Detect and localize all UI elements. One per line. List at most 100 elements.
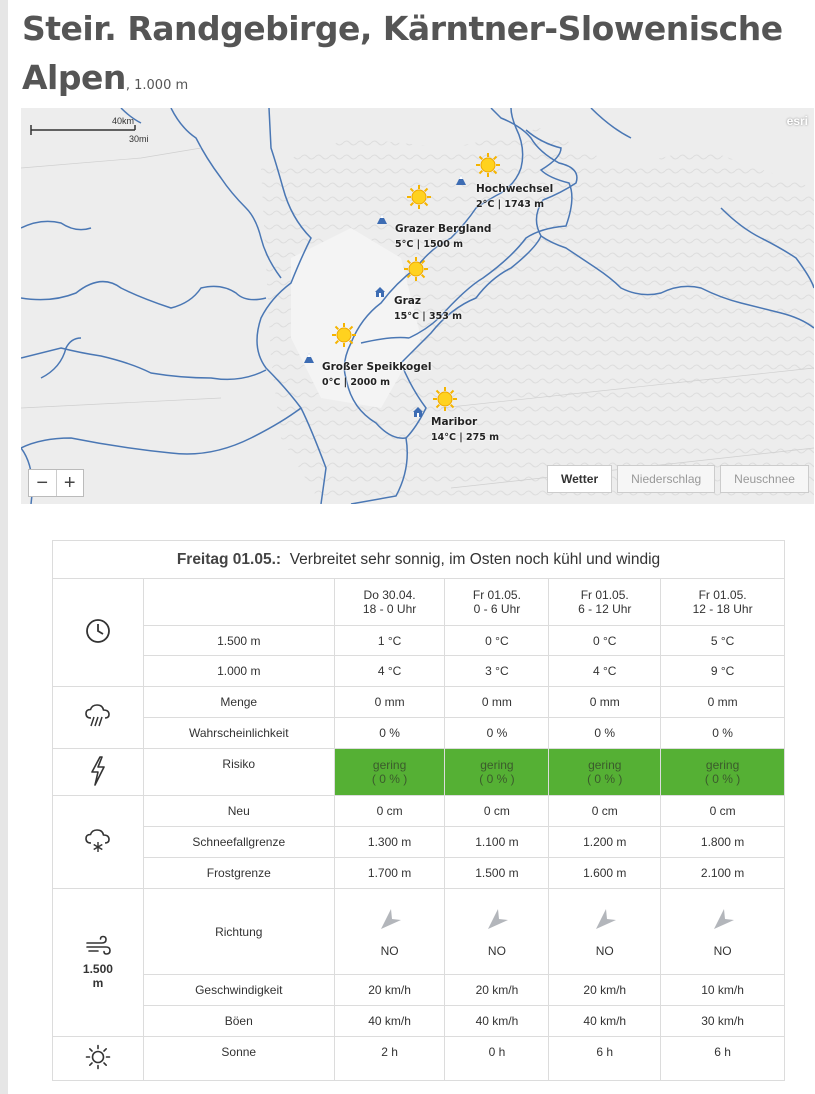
value-cell: 1.800 m bbox=[660, 826, 785, 858]
table-row: Geschwindigkeit 20 km/h 20 km/h 20 km/h … bbox=[53, 974, 785, 1006]
row-label: Richtung bbox=[142, 888, 335, 975]
page-title: Steir. Randgebirge, Kärntner-Slowenische… bbox=[22, 8, 812, 107]
sunshine-section bbox=[52, 1036, 144, 1081]
location-label[interactable]: Hochwechsel 2°C | 1743 m bbox=[476, 181, 553, 213]
table-row: 1.000 m 4 °C 3 °C 4 °C 9 °C bbox=[53, 655, 785, 687]
value-cell: 9 °C bbox=[660, 655, 785, 687]
value-cell: 1.700 m bbox=[333, 857, 446, 889]
row-label: Sonne bbox=[142, 1036, 335, 1081]
location-name: Maribor bbox=[431, 416, 478, 428]
forecast-summary: Freitag 01.05.: Verbreitet sehr sonnig, … bbox=[52, 540, 785, 579]
city-marker-icon[interactable] bbox=[412, 406, 424, 418]
row-label: Menge bbox=[142, 686, 335, 718]
table-row: Schneefallgrenze 1.300 m 1.100 m 1.200 m… bbox=[53, 826, 785, 858]
value-cell: 1.500 m bbox=[444, 857, 550, 889]
region-title: Steir. Randgebirge, Kärntner-Slowenische… bbox=[22, 9, 783, 97]
value-cell: 0 cm bbox=[444, 795, 550, 827]
forecast-table: Freitag 01.05.: Verbreitet sehr sonnig, … bbox=[52, 540, 785, 1081]
zoom-out-button[interactable]: − bbox=[29, 470, 57, 496]
value-cell: 1.600 m bbox=[548, 857, 662, 889]
value-cell: 0 cm bbox=[333, 795, 446, 827]
thunder-section bbox=[52, 748, 144, 796]
sun-weather-icon[interactable] bbox=[403, 256, 429, 282]
wind-icon bbox=[86, 935, 111, 955]
sun-weather-icon[interactable] bbox=[475, 152, 501, 178]
value-cell: 6 h bbox=[548, 1036, 662, 1081]
wind-direction-arrow-icon bbox=[713, 908, 734, 929]
value-cell: 40 km/h bbox=[333, 1005, 446, 1037]
wind-direction: NO bbox=[713, 943, 732, 958]
mountain-marker-icon[interactable] bbox=[455, 174, 467, 186]
risk-percent: ( 0 % ) bbox=[704, 772, 741, 786]
snow-cloud-icon bbox=[85, 828, 110, 852]
value-cell: 0 cm bbox=[548, 795, 662, 827]
precipitation-section bbox=[52, 686, 144, 749]
row-label: Geschwindigkeit bbox=[142, 974, 335, 1006]
wind-direction-arrow-icon bbox=[380, 908, 401, 929]
wind-direction-arrow-icon bbox=[487, 908, 508, 929]
value-cell: 10 km/h bbox=[660, 974, 785, 1006]
risk-level: gering bbox=[372, 758, 407, 772]
region-elevation: , 1.000 m bbox=[125, 78, 189, 93]
value-cell: 5 °C bbox=[660, 625, 785, 656]
table-row: Wahrscheinlichkeit 0 % 0 % 0 % 0 % bbox=[53, 717, 785, 749]
forecast-summary-text: Verbreitet sehr sonnig, im Osten noch kü… bbox=[289, 550, 661, 568]
tab-neuschnee[interactable]: Neuschnee bbox=[720, 465, 809, 493]
location-label[interactable]: Graz 15°C | 353 m bbox=[394, 293, 462, 325]
row-label: Wahrscheinlichkeit bbox=[142, 717, 335, 749]
location-name: Graz bbox=[394, 295, 421, 307]
column-time: 6 - 12 Uhr bbox=[578, 602, 632, 616]
value-cell: 3 °C bbox=[444, 655, 550, 687]
value-cell: 1 °C bbox=[333, 625, 446, 656]
wind-direction: NO bbox=[487, 943, 506, 958]
row-label: Schneefallgrenze bbox=[142, 826, 335, 858]
value-cell: 0 mm bbox=[444, 686, 550, 718]
value-cell: 0 % bbox=[444, 717, 550, 749]
column-time: 0 - 6 Uhr bbox=[473, 602, 521, 616]
value-cell: 20 km/h bbox=[444, 974, 550, 1006]
location-label[interactable]: Maribor 14°C | 275 m bbox=[431, 414, 499, 446]
column-header: Do 30.04. 18 - 0 Uhr bbox=[333, 578, 446, 626]
row-label: Frostgrenze bbox=[142, 857, 335, 889]
wind-level-unit: m bbox=[92, 976, 104, 990]
location-label[interactable]: Grazer Bergland 5°C | 1500 m bbox=[395, 221, 491, 253]
mountain-marker-icon[interactable] bbox=[303, 352, 315, 364]
row-label: Risiko bbox=[142, 748, 335, 796]
value-cell: 1.100 m bbox=[444, 826, 550, 858]
sun-weather-icon[interactable] bbox=[432, 386, 458, 412]
zoom-in-button[interactable]: + bbox=[63, 471, 76, 494]
location-info: 5°C | 1500 m bbox=[395, 239, 464, 250]
weather-map[interactable]: 40km 30mi esri Hochwechsel 2°C | 1743 m … bbox=[21, 108, 814, 504]
value-cell: 1.300 m bbox=[333, 826, 446, 858]
sun-weather-icon[interactable] bbox=[406, 184, 432, 210]
location-info: 0°C | 2000 m bbox=[322, 377, 391, 388]
city-marker-icon[interactable] bbox=[374, 286, 386, 298]
forecast-day: Freitag 01.05.: bbox=[176, 550, 282, 568]
mountain-marker-icon[interactable] bbox=[376, 213, 388, 225]
value-cell: 2.100 m bbox=[660, 857, 785, 889]
column-date: Do 30.04. bbox=[363, 588, 416, 602]
tab-wetter[interactable]: Wetter bbox=[547, 465, 613, 493]
location-name: Grazer Bergland bbox=[395, 223, 492, 235]
value-cell: 2 h bbox=[333, 1036, 446, 1081]
location-info: 15°C | 353 m bbox=[394, 311, 463, 322]
row-label: Neu bbox=[142, 795, 335, 827]
risk-level: gering bbox=[588, 758, 622, 772]
value-cell: 40 km/h bbox=[548, 1005, 662, 1037]
clock-icon bbox=[86, 619, 110, 643]
value-cell: 1.200 m bbox=[548, 826, 662, 858]
location-label[interactable]: Großer Speikkogel 0°C | 2000 m bbox=[322, 359, 431, 391]
value-cell: 0 mm bbox=[333, 686, 446, 718]
scale-km-label: 40km bbox=[112, 116, 135, 126]
risk-cell: gering( 0 % ) bbox=[548, 748, 662, 796]
sun-weather-icon[interactable] bbox=[331, 322, 357, 348]
column-date: Fr 01.05. bbox=[698, 588, 747, 602]
map-scale-bar: 40km 30mi bbox=[30, 116, 149, 146]
value-cell: 20 km/h bbox=[548, 974, 662, 1006]
tab-niederschlag[interactable]: Niederschlag bbox=[617, 465, 716, 493]
lightning-icon bbox=[91, 755, 105, 786]
map-layer-tabs: Wetter Niederschlag Neuschnee bbox=[547, 465, 809, 493]
wind-direction-cell: NO bbox=[548, 888, 662, 975]
value-cell: 0 % bbox=[548, 717, 662, 749]
value-cell: 0 mm bbox=[660, 686, 785, 718]
